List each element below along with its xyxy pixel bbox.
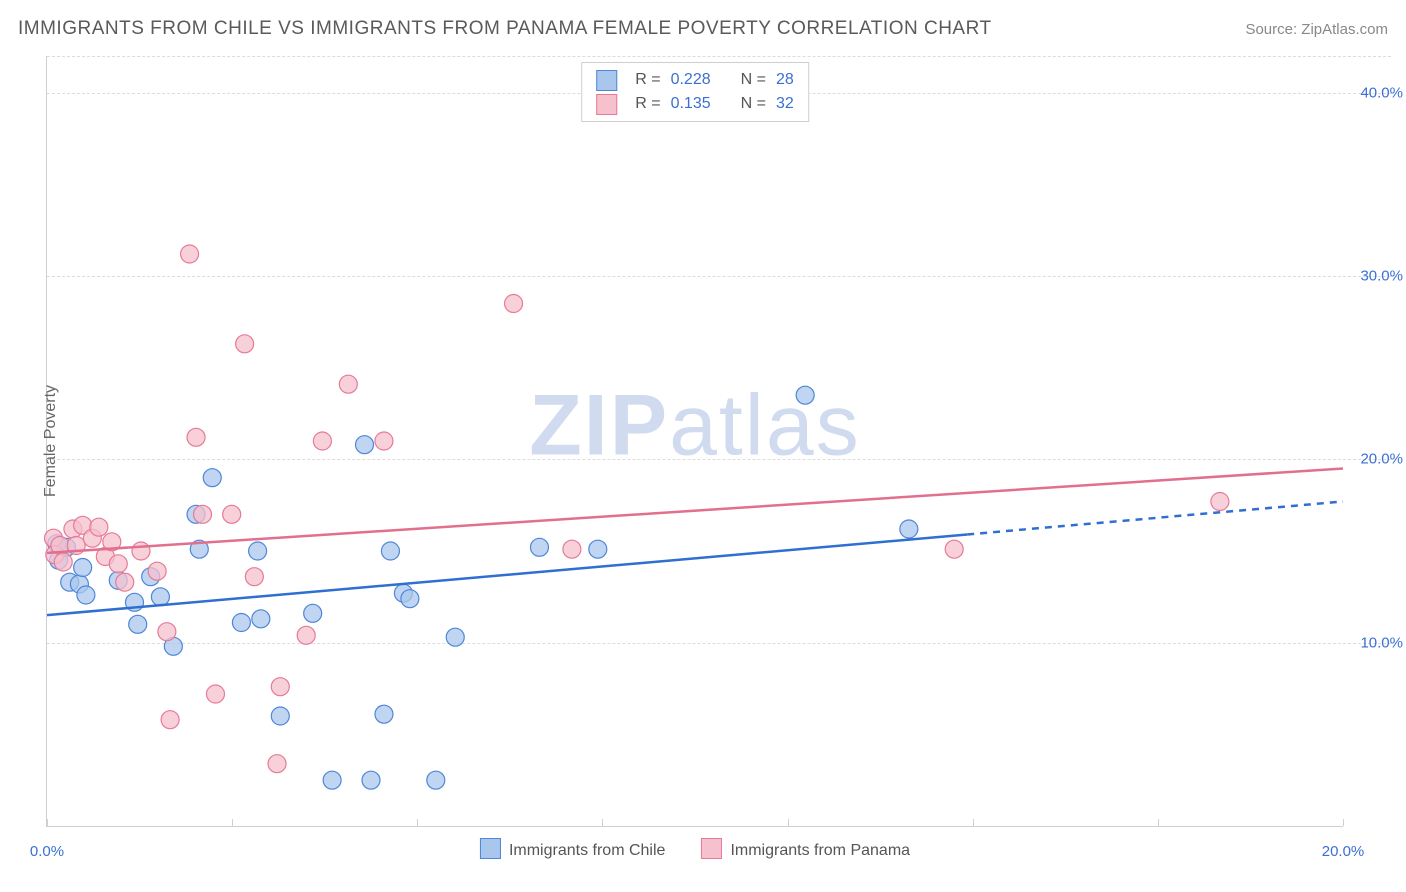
n-label: N = xyxy=(741,92,766,116)
scatter-point xyxy=(109,555,127,573)
scatter-point xyxy=(900,520,918,538)
scatter-point xyxy=(401,590,419,608)
scatter-point xyxy=(271,678,289,696)
scatter-point xyxy=(181,245,199,263)
x-tick-label: 20.0% xyxy=(1322,843,1365,860)
legend-item: Immigrants from Panama xyxy=(701,838,910,860)
scatter-point xyxy=(796,386,814,404)
legend-swatch xyxy=(596,70,617,91)
scatter-point xyxy=(381,542,399,560)
scatter-point xyxy=(323,771,341,789)
scatter-point xyxy=(339,375,357,393)
y-tick-label: 40.0% xyxy=(1353,84,1403,101)
scatter-point xyxy=(203,469,221,487)
legend-swatch xyxy=(480,838,501,859)
stats-legend-row: R = 0.228 N = 28 xyxy=(596,68,794,92)
n-label: N = xyxy=(741,68,766,92)
scatter-point xyxy=(356,436,374,454)
scatter-point xyxy=(236,335,254,353)
r-label: R = xyxy=(635,92,660,116)
scatter-point xyxy=(268,755,286,773)
legend-item: Immigrants from Chile xyxy=(480,838,665,860)
trend-line xyxy=(47,469,1343,553)
scatter-point xyxy=(1211,493,1229,511)
legend-swatch xyxy=(701,838,722,859)
scatter-point xyxy=(223,505,241,523)
scatter-point xyxy=(245,568,263,586)
scatter-point xyxy=(148,562,166,580)
scatter-point xyxy=(151,588,169,606)
scatter-point xyxy=(206,685,224,703)
scatter-point xyxy=(161,711,179,729)
title-bar: IMMIGRANTS FROM CHILE VS IMMIGRANTS FROM… xyxy=(18,18,1388,40)
scatter-point xyxy=(74,559,92,577)
plot-area: Female Poverty ZIPatlas R =0.228N =28R =… xyxy=(46,56,1343,827)
stats-legend-row: R = 0.135 N = 32 xyxy=(596,92,794,116)
scatter-point xyxy=(232,614,250,632)
scatter-point xyxy=(945,540,963,558)
trend-line xyxy=(47,534,967,615)
x-tick-label: 0.0% xyxy=(30,843,64,860)
source-label: Source: ZipAtlas.com xyxy=(1245,21,1388,38)
series-legend: Immigrants from Chile Immigrants from Pan… xyxy=(480,838,910,860)
legend-swatch xyxy=(596,94,617,115)
scatter-point xyxy=(90,518,108,536)
x-tick xyxy=(1343,819,1344,826)
n-value: 28 xyxy=(776,68,794,92)
scatter-point xyxy=(530,538,548,556)
scatter-point xyxy=(505,295,523,313)
scatter-point xyxy=(427,771,445,789)
scatter-point xyxy=(249,542,267,560)
scatter-point xyxy=(297,626,315,644)
scatter-point xyxy=(375,705,393,723)
scatter-point xyxy=(313,432,331,450)
y-tick-label: 30.0% xyxy=(1353,268,1403,285)
y-tick-label: 10.0% xyxy=(1353,634,1403,651)
trend-line-dashed xyxy=(967,502,1343,535)
scatter-point xyxy=(194,505,212,523)
n-value: 32 xyxy=(776,92,794,116)
scatter-point xyxy=(132,542,150,560)
scatter-point xyxy=(304,604,322,622)
r-label: R = xyxy=(635,68,660,92)
stats-legend: R = 0.228 N = 28 R = 0.135 N = 32 xyxy=(581,62,809,122)
scatter-point xyxy=(271,707,289,725)
scatter-point xyxy=(375,432,393,450)
scatter-point xyxy=(252,610,270,628)
scatter-point xyxy=(589,540,607,558)
scatter-point xyxy=(129,615,147,633)
scatter-point xyxy=(116,573,134,591)
scatter-point xyxy=(77,586,95,604)
scatter-point xyxy=(362,771,380,789)
scatter-point xyxy=(563,540,581,558)
scatter-point xyxy=(446,628,464,646)
chart-title: IMMIGRANTS FROM CHILE VS IMMIGRANTS FROM… xyxy=(18,18,992,40)
y-tick-label: 20.0% xyxy=(1353,451,1403,468)
r-value: 0.228 xyxy=(671,68,711,92)
scatter-point xyxy=(187,428,205,446)
scatter-point xyxy=(54,553,72,571)
legend-label: Immigrants from Chile xyxy=(509,842,665,859)
scatter-point xyxy=(158,623,176,641)
scatter-svg xyxy=(47,56,1343,826)
r-value: 0.135 xyxy=(671,92,711,116)
legend-label: Immigrants from Panama xyxy=(730,842,910,859)
